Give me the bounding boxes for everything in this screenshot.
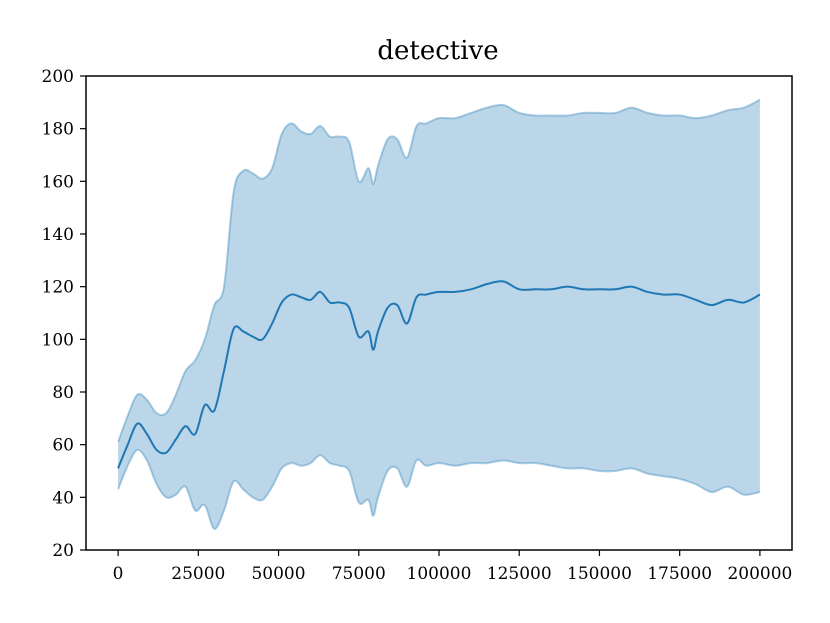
band-lower-edge (117, 448, 761, 530)
y-tick-label: 180 (42, 120, 74, 140)
y-tick-label: 100 (42, 330, 74, 350)
x-tick-label: 125000 (487, 564, 552, 584)
band-fill (118, 99, 760, 529)
x-tick-label: 175000 (647, 564, 712, 584)
x-tick-label: 200000 (727, 564, 792, 584)
y-tick-label: 140 (42, 225, 74, 245)
y-tick-label: 120 (42, 278, 74, 298)
chart-title: detective (377, 36, 498, 66)
x-tick-label: 25000 (171, 564, 225, 584)
series-line (117, 280, 761, 469)
x-tick-label: 150000 (567, 564, 632, 584)
y-tick-label: 80 (52, 383, 74, 403)
x-tick-label: 100000 (407, 564, 472, 584)
confidence-band (117, 98, 761, 530)
y-tick-label: 160 (42, 172, 74, 192)
band-upper-edge (117, 98, 761, 443)
mean-line (117, 280, 761, 469)
y-tick-label: 40 (52, 488, 74, 508)
x-ticks: 0 25000 50000 75000 100000 125000 150000 175000… (113, 550, 792, 584)
x-tick-label: 0 (113, 564, 124, 584)
x-tick-label: 50000 (251, 564, 305, 584)
x-tick-label: 75000 (332, 564, 386, 584)
y-tick-label: 200 (42, 67, 74, 87)
y-tick-label: 60 (52, 436, 74, 456)
y-tick-label: 20 (52, 541, 74, 561)
y-ticks: 20 40 60 80 100 120 140 160 180 200 (42, 67, 86, 561)
